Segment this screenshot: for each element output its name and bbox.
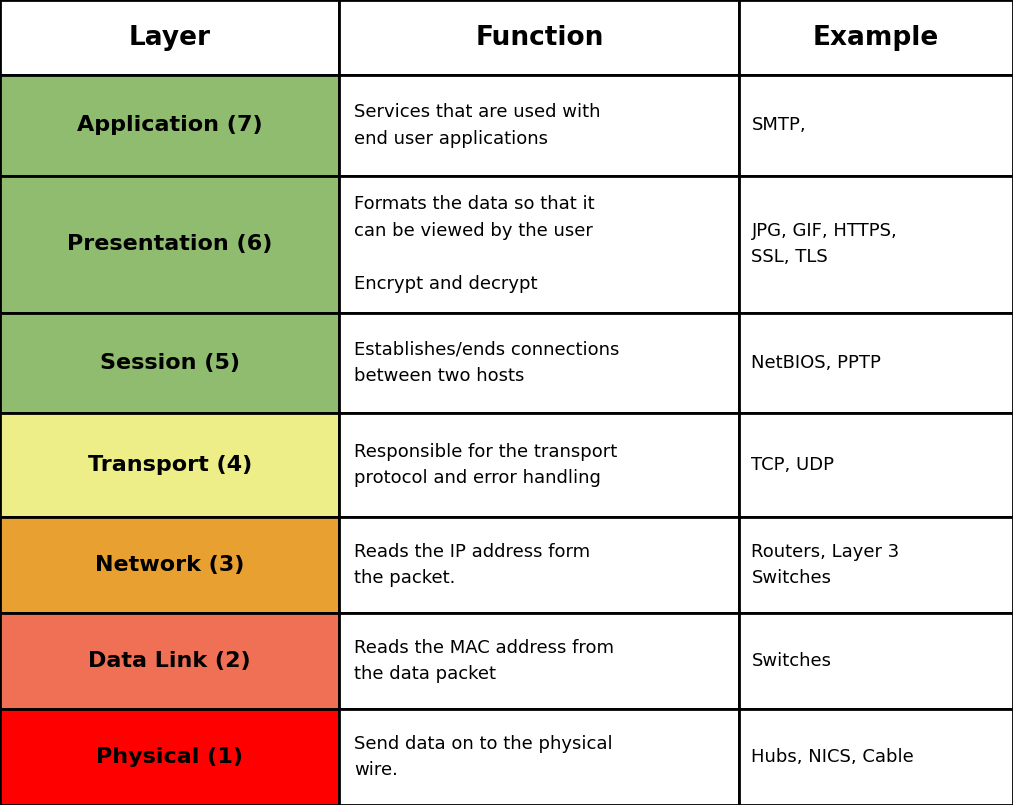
Text: Function: Function <box>475 25 604 51</box>
Bar <box>339 413 739 518</box>
Bar <box>0 413 339 518</box>
Bar <box>339 613 739 709</box>
Bar <box>0 76 339 175</box>
Bar <box>0 709 339 805</box>
Bar <box>739 312 1013 413</box>
Text: Network (3): Network (3) <box>95 555 244 576</box>
Bar <box>739 175 1013 312</box>
Text: JPG, GIF, HTTPS,
SSL, TLS: JPG, GIF, HTTPS, SSL, TLS <box>752 222 898 266</box>
Text: Physical (1): Physical (1) <box>96 747 243 767</box>
Text: Hubs, NICS, Cable: Hubs, NICS, Cable <box>752 748 915 766</box>
Bar <box>739 709 1013 805</box>
Bar <box>0 613 339 709</box>
Bar <box>339 709 739 805</box>
Text: Transport (4): Transport (4) <box>87 455 252 475</box>
Text: Establishes/ends connections
between two hosts: Establishes/ends connections between two… <box>355 341 620 385</box>
Text: Routers, Layer 3
Switches: Routers, Layer 3 Switches <box>752 543 900 588</box>
Text: Example: Example <box>813 25 939 51</box>
Bar <box>739 518 1013 613</box>
Bar <box>339 175 739 312</box>
Bar <box>739 613 1013 709</box>
Text: Switches: Switches <box>752 652 832 670</box>
Bar <box>0 175 339 312</box>
Text: SMTP,: SMTP, <box>752 117 806 134</box>
Bar <box>339 76 739 175</box>
Bar <box>0 518 339 613</box>
Text: Reads the MAC address from
the data packet: Reads the MAC address from the data pack… <box>355 639 614 683</box>
Text: NetBIOS, PPTP: NetBIOS, PPTP <box>752 353 881 372</box>
Bar <box>739 0 1013 76</box>
Text: Presentation (6): Presentation (6) <box>67 234 272 254</box>
Bar <box>339 0 739 76</box>
Text: Send data on to the physical
wire.: Send data on to the physical wire. <box>355 735 613 779</box>
Bar <box>0 312 339 413</box>
Text: Responsible for the transport
protocol and error handling: Responsible for the transport protocol a… <box>355 443 618 487</box>
Text: Layer: Layer <box>129 25 211 51</box>
Text: Application (7): Application (7) <box>77 115 262 135</box>
Text: Data Link (2): Data Link (2) <box>88 651 251 671</box>
Bar <box>339 518 739 613</box>
Text: Reads the IP address form
the packet.: Reads the IP address form the packet. <box>355 543 591 588</box>
Text: Session (5): Session (5) <box>99 353 240 373</box>
Bar <box>0 0 339 76</box>
Bar <box>339 312 739 413</box>
Text: TCP, UDP: TCP, UDP <box>752 456 835 474</box>
Bar <box>739 413 1013 518</box>
Text: Formats the data so that it
can be viewed by the user

Encrypt and decrypt: Formats the data so that it can be viewe… <box>355 196 595 293</box>
Text: Services that are used with
end user applications: Services that are used with end user app… <box>355 103 601 147</box>
Bar <box>739 76 1013 175</box>
